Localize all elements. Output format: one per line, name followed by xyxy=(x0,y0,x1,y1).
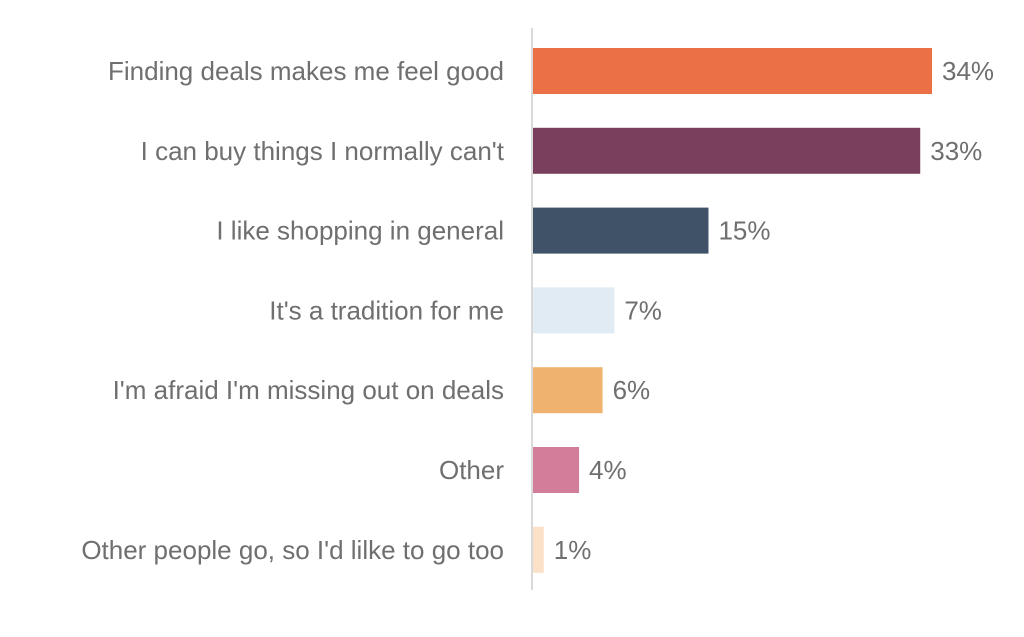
value-label: 15% xyxy=(718,216,770,246)
bar xyxy=(532,287,615,334)
category-label: Other people go, so I'd lilke to go too xyxy=(81,535,504,565)
category-label: I like shopping in general xyxy=(216,216,504,246)
bar xyxy=(532,127,921,174)
value-label: 1% xyxy=(554,535,592,565)
category-label: I can buy things I normally can't xyxy=(141,136,505,166)
value-label: 6% xyxy=(613,375,651,405)
value-label: 33% xyxy=(930,136,982,166)
bars xyxy=(532,48,932,573)
value-label: 34% xyxy=(942,56,994,86)
category-label: It's a tradition for me xyxy=(269,295,504,325)
value-label: 4% xyxy=(589,455,627,485)
category-label: I'm afraid I'm missing out on deals xyxy=(113,375,504,405)
bar xyxy=(532,48,932,94)
value-labels: 34% 33% 15% 7% 6% 4% 1% xyxy=(554,56,994,565)
bar xyxy=(532,526,544,573)
bar xyxy=(532,367,603,414)
category-labels: Finding deals makes me feel good I can bu… xyxy=(81,56,504,565)
value-label: 7% xyxy=(624,295,662,325)
category-label: Finding deals makes me feel good xyxy=(108,56,504,86)
bar xyxy=(532,447,580,493)
bar xyxy=(532,207,709,254)
category-label: Other xyxy=(439,455,504,485)
